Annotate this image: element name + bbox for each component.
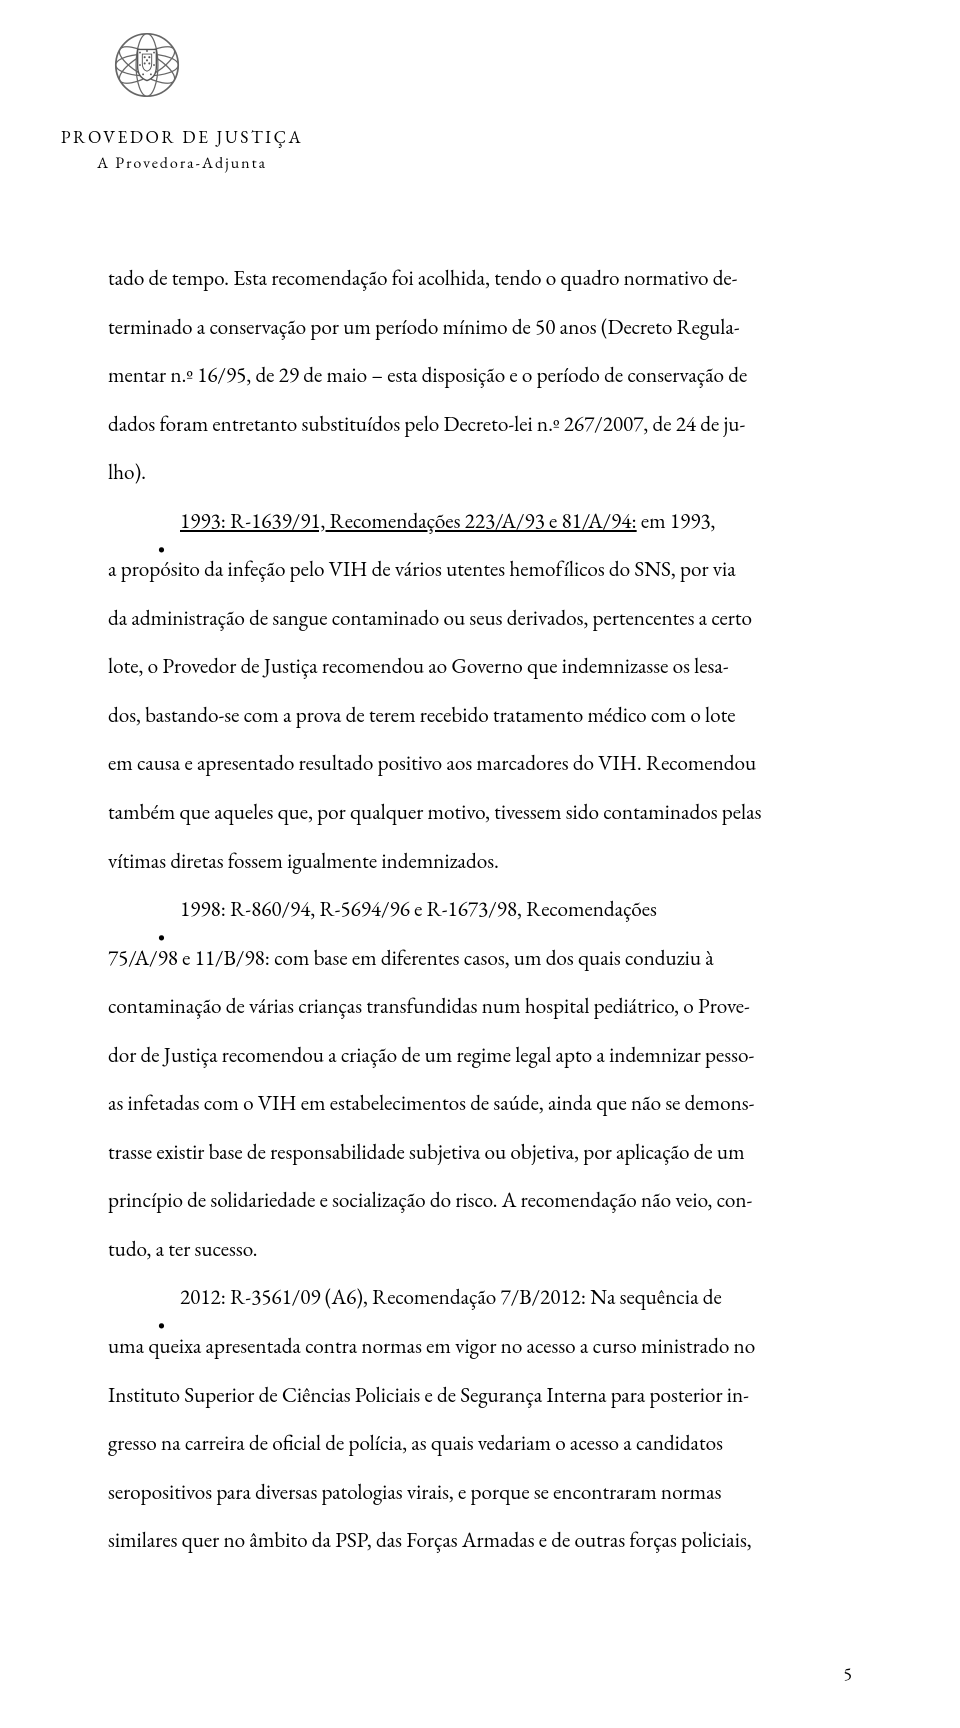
body-line: terminado a conservação por um período m… — [108, 304, 852, 353]
body-line: contaminação de várias crianças transfun… — [108, 983, 852, 1032]
author-role: A Provedora-Adjunta — [32, 152, 332, 174]
body-line: Instituto Superior de Ciências Policiais… — [108, 1372, 852, 1421]
institution-name: PROVEDOR DE JUSTIÇA — [32, 126, 332, 150]
coat-of-arms-emblem — [108, 26, 186, 104]
bullet-item: 1993: R-1639/91, Recomendações 223/A/93 … — [108, 498, 852, 547]
body-line: tado de tempo. Esta recomendação foi aco… — [108, 255, 852, 304]
body-line: em causa e apresentado resultado positiv… — [108, 740, 852, 789]
body-line: da administração de sangue contaminado o… — [108, 595, 852, 644]
body-line: 75/A/98 e 11/B/98: com base em diferente… — [108, 935, 852, 984]
body-line: dados foram entretanto substituídos pelo… — [108, 401, 852, 450]
body-text-span: 2012: R-3561/09 (A6), Recomendação 7/B/2… — [180, 1284, 722, 1311]
body-line: as infetadas com o VIH em estabeleciment… — [108, 1080, 852, 1129]
coat-of-arms-svg — [108, 26, 186, 104]
reference-underlined: 1993: R-1639/91, Recomendações 223/A/93 … — [180, 508, 637, 535]
body-line: dor de Justiça recomendou a criação de u… — [108, 1032, 852, 1081]
body-text-span: em 1993, — [637, 508, 716, 535]
body-line: similares quer no âmbito da PSP, das For… — [108, 1517, 852, 1566]
body-line: vítimas diretas fossem igualmente indemn… — [108, 838, 852, 887]
body-line: trasse existir base de responsabilidade … — [108, 1129, 852, 1178]
body-line: a propósito da infeção pelo VIH de vário… — [108, 546, 852, 595]
body-line: lote, o Provedor de Justiça recomendou a… — [108, 643, 852, 692]
body-text-span: 1998: R-860/94, R-5694/96 e R-1673/98, R… — [180, 896, 657, 923]
body-line: mentar n.º 16/95, de 29 de maio – esta d… — [108, 352, 852, 401]
body-line: uma queixa apresentada contra normas em … — [108, 1323, 852, 1372]
bullet-item: 1998: R-860/94, R-5694/96 e R-1673/98, R… — [108, 886, 852, 935]
body-line: tudo, a ter sucesso. — [108, 1226, 852, 1275]
document-page: PROVEDOR DE JUSTIÇA A Provedora-Adjunta … — [0, 0, 960, 1728]
letterhead-text: PROVEDOR DE JUSTIÇA A Provedora-Adjunta — [32, 126, 332, 173]
body-line: dos, bastando-se com a prova de terem re… — [108, 692, 852, 741]
body-line: gresso na carreira de oficial de polícia… — [108, 1420, 852, 1469]
body-line: lho). — [108, 449, 852, 498]
page-number: 5 — [843, 1663, 852, 1686]
body-line: seropositivos para diversas patologias v… — [108, 1469, 852, 1518]
document-body: tado de tempo. Esta recomendação foi aco… — [108, 255, 852, 1566]
body-line: princípio de solidariedade e socializaçã… — [108, 1177, 852, 1226]
bullet-item: 2012: R-3561/09 (A6), Recomendação 7/B/2… — [108, 1274, 852, 1323]
body-line: também que aqueles que, por qualquer mot… — [108, 789, 852, 838]
